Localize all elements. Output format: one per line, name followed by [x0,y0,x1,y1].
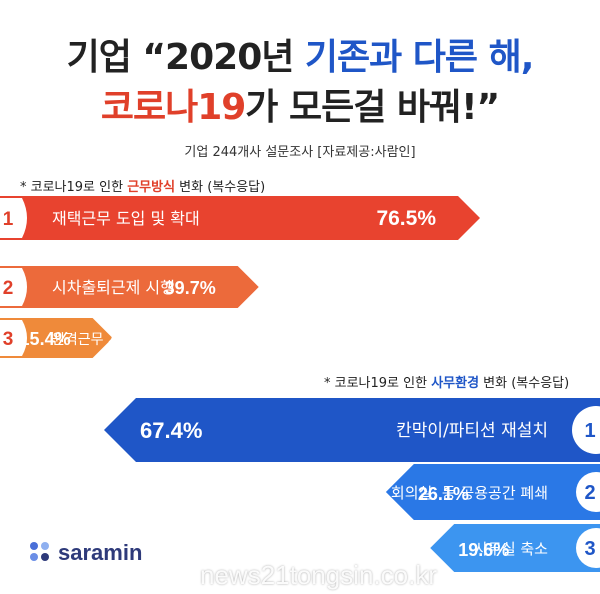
office-bar-1 [104,398,600,462]
headline-line-2: 코로나19가 모든걸 바꿔!” [0,78,600,130]
office-value-label-1: 67.4% [140,418,202,443]
office-bar-2 [385,464,600,520]
office-rank-badge-2 [576,472,600,512]
work-category-label-3: 원격근무 시스템 도입 [52,332,177,348]
office-section-note: * 코로나19로 인한 사무환경 변화 (복수응답) [324,372,569,391]
work-bar-3 [0,318,113,358]
saramin-dots-icon [30,542,52,564]
work-rank-label-3: 3 [3,329,14,350]
work-value-label-1: 76.5% [376,207,436,230]
work-bar-1 [0,196,480,240]
office-bar-3 [430,524,600,572]
work-category-label-2: 시차출퇴근제 시행 [52,278,175,297]
office-category-label-2: 회의실, 등 공용공간 폐쇄 [391,484,548,502]
office-value-label-3: 19.6% [458,540,509,560]
work-section-note: * 코로나19로 인한 근무방식 변화 (복수응답) [20,176,265,195]
work-rank-badge-2 [0,268,27,306]
watermark: news21tongsin.co.kr [200,560,438,590]
work-rank-badge-3 [0,320,27,356]
office-rank-label-2: 2 [584,482,595,504]
work-value-label-2: 39.7% [165,278,216,298]
work-rank-label-2: 2 [3,278,14,299]
work-category-label-1: 재택근무 도입 및 확대 [52,209,200,228]
office-rank-badge-1 [572,406,600,454]
headline-highlight-blue: 기존과 다른 해, [304,37,534,78]
work-rank-badge-1 [0,198,27,238]
office-rank-label-1: 1 [584,420,595,442]
saramin-logo: saramin [30,540,142,566]
work-note-suffix: 변화 (복수응답) [175,180,266,195]
work-rank-label-1: 1 [3,209,14,230]
office-rank-label-3: 3 [584,538,595,560]
headline-highlight-red: 코로나19 [100,87,246,128]
office-category-label-1: 칸막이/파티션 재설치 [396,421,548,441]
survey-subtitle: 기업 244개사 설문조사 [자료제공:사람인] [184,145,416,160]
office-category-label-3: 사무실 축소 [474,540,548,558]
work-bar-2 [0,266,259,308]
headline-line-1: 기업 “2020년 기존과 다른 해, [0,28,600,80]
headline-prefix: 기업 “2020년 [66,37,305,78]
saramin-logo-text: saramin [58,540,143,565]
headline-suffix: 가 모든걸 바꿔!” [245,87,500,128]
office-note-suffix: 변화 (복수응답) [479,376,570,391]
work-value-label-3: 15.4% [20,329,71,349]
office-rank-badge-3 [576,528,600,568]
office-note-highlight: 사무환경 [431,376,480,391]
office-value-label-2: 26.1% [418,484,469,504]
office-note-prefix: * 코로나19로 인한 [324,376,432,391]
work-note-prefix: * 코로나19로 인한 [20,180,128,195]
work-note-highlight: 근무방식 [127,180,176,195]
